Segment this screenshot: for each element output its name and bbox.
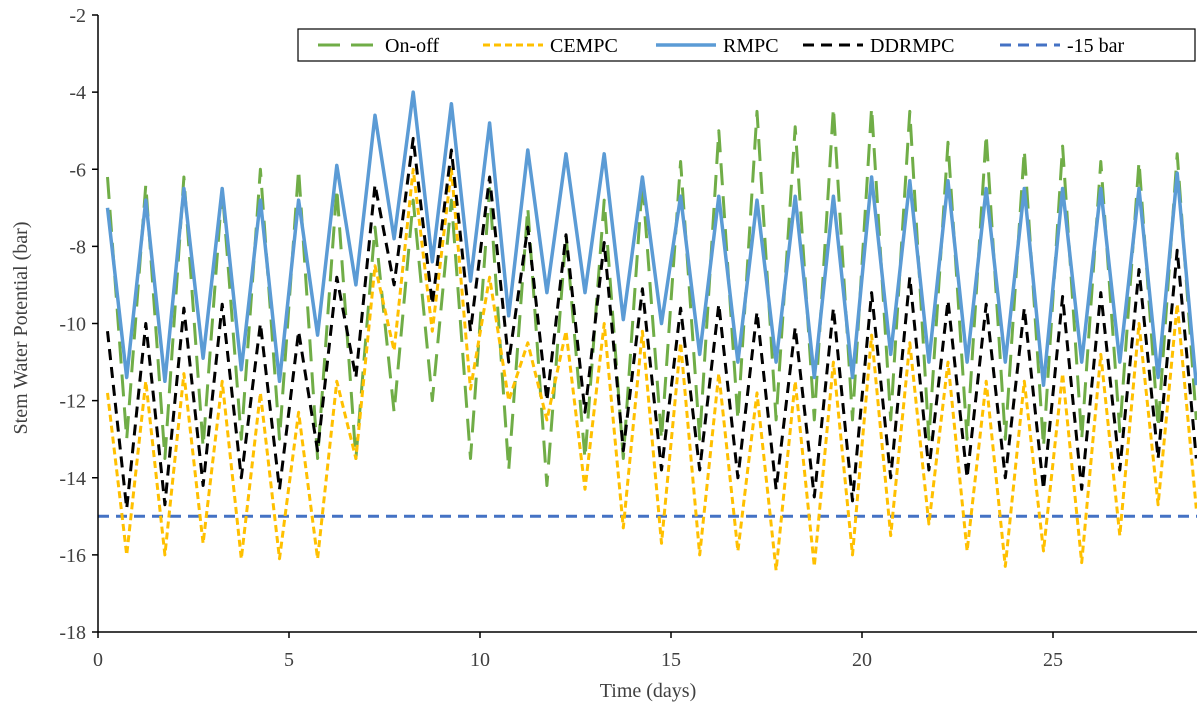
series-line-rmpc	[105, 90, 1197, 387]
y-tick-label: -8	[69, 236, 86, 258]
y-axis-ticks: -18 -16 -14 -12 -10 -8 -6 -4 -2	[59, 5, 98, 644]
series-line-ddrmpc	[106, 136, 1197, 511]
y-tick-label: -4	[69, 82, 86, 104]
y-tick-label: -6	[69, 159, 86, 181]
y-tick-label: -18	[59, 622, 86, 644]
x-axis-label: Time (days)	[600, 680, 696, 702]
legend-label: -15 bar	[1067, 35, 1125, 57]
y-tick-label: -14	[59, 468, 86, 490]
y-tick-label: -2	[69, 5, 86, 27]
y-tick-label: -12	[59, 391, 86, 413]
x-tick-label: 10	[470, 649, 490, 671]
y-tick-label: -10	[59, 314, 86, 336]
legend-label: CEMPC	[550, 35, 618, 57]
x-tick-label: 15	[661, 649, 681, 671]
x-tick-label: 25	[1043, 649, 1063, 671]
series-line-on-off	[106, 106, 1197, 487]
legend-label: On-off	[385, 35, 439, 57]
x-axis-ticks: 0 5 10 15 20 25	[93, 632, 1063, 671]
x-tick-label: 5	[284, 649, 294, 671]
y-axis-label: Stem Water Potential (bar)	[10, 222, 32, 435]
series-line-cempc	[106, 167, 1197, 572]
x-tick-label: 20	[852, 649, 872, 671]
legend: On-off CEMPC RMPC DDRMPC -15 bar	[297, 28, 1196, 62]
legend-label: RMPC	[723, 35, 779, 57]
legend-label: DDRMPC	[870, 35, 954, 57]
x-tick-label: 0	[93, 649, 103, 671]
plot-area	[98, 90, 1197, 572]
y-tick-label: -16	[59, 545, 86, 567]
